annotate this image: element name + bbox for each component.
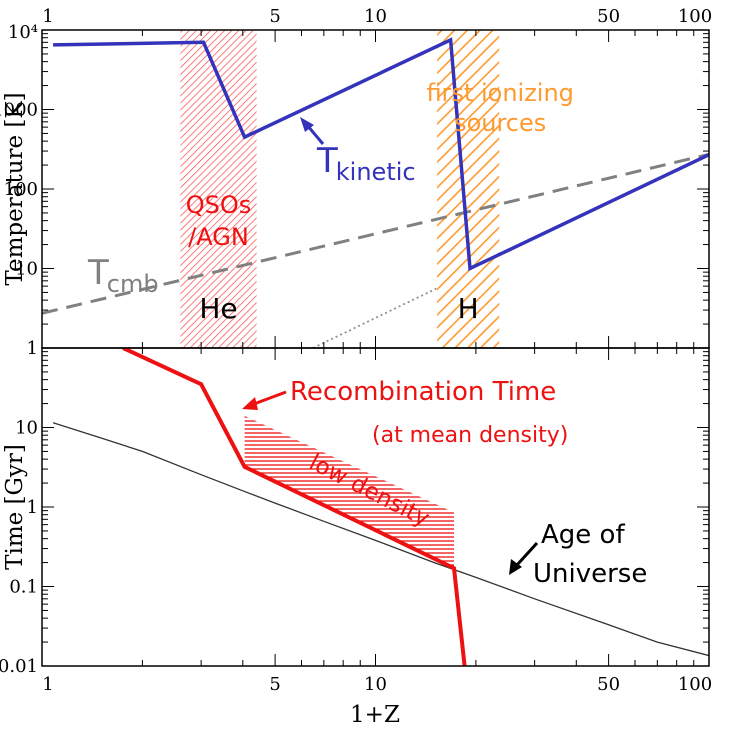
temperature-y-tick-label: 1 bbox=[27, 338, 38, 359]
top-panel-frame bbox=[41, 29, 710, 349]
time-y-tick-label: 10 bbox=[15, 418, 38, 439]
tkinetic-label: Tkinetic bbox=[316, 141, 416, 186]
sources-label: sources bbox=[454, 109, 546, 137]
top-x-tick-label: 100 bbox=[678, 6, 712, 27]
recombination-arrowhead bbox=[242, 397, 258, 410]
h-label: H bbox=[458, 292, 479, 325]
time-y-tick-labels: 0.01 0.1 1 10 bbox=[0, 418, 38, 678]
bottom-x-tick-label: 5 bbox=[269, 674, 280, 695]
time-axis-title: Time [Gyr] bbox=[2, 444, 28, 570]
dotted-series-line bbox=[312, 286, 440, 348]
tkinetic-series-line bbox=[53, 37, 709, 272]
temperature-axis-title: Temperature [K] bbox=[2, 92, 28, 285]
age-label-line2: Universe bbox=[533, 559, 647, 589]
agn-label: /AGN bbox=[188, 223, 249, 251]
bottom-x-tick-label: 50 bbox=[597, 674, 620, 695]
bottom-x-tick-labels: 1 5 10 50 100 bbox=[42, 674, 712, 695]
time-y-tick-label: 0.01 bbox=[0, 656, 38, 677]
age-arrow-shaft bbox=[515, 541, 539, 567]
top-x-tick-label: 1 bbox=[42, 6, 53, 27]
qso-label: QSOs bbox=[186, 191, 252, 219]
top-panel-ticks bbox=[41, 30, 709, 349]
age-arrowhead bbox=[509, 559, 522, 575]
temperature-y-tick-label: 10 bbox=[15, 259, 38, 280]
x-axis-title: 1+Z bbox=[350, 702, 400, 728]
age-of-universe-line bbox=[52, 422, 709, 657]
top-x-tick-label: 50 bbox=[597, 6, 620, 27]
time-y-tick-label: 1 bbox=[27, 497, 38, 518]
temperature-y-tick-label: 100 bbox=[4, 179, 38, 200]
tcmb-label: Tcmb bbox=[87, 253, 159, 298]
recombination-time-line bbox=[122, 348, 467, 666]
he-label: He bbox=[199, 292, 237, 325]
recombination-arrow-shaft bbox=[253, 390, 287, 406]
age-label-line1: Age of bbox=[541, 520, 625, 550]
first-ionizing-label: first ionizing bbox=[426, 79, 573, 107]
time-y-tick-label: 0.1 bbox=[9, 577, 38, 598]
bottom-panel-ticks bbox=[41, 348, 709, 667]
time-panel: Recombination Time (at mean density) low… bbox=[0, 347, 712, 728]
bottom-x-tick-label: 100 bbox=[678, 674, 712, 695]
recombination-title: Recombination Time bbox=[290, 377, 556, 407]
temperature-y-tick-label: 10⁴ bbox=[8, 22, 38, 43]
recombination-subtitle: (at mean density) bbox=[372, 423, 568, 448]
bottom-x-tick-label: 1 bbox=[42, 674, 53, 695]
bottom-x-tick-label: 10 bbox=[364, 674, 387, 695]
top-x-tick-label: 5 bbox=[269, 6, 280, 27]
qso-agn-band bbox=[180, 30, 257, 348]
top-x-tick-labels: 1 5 10 50 100 bbox=[42, 6, 712, 27]
low-density-region bbox=[244, 415, 454, 569]
tcmb-series-line bbox=[42, 152, 709, 315]
temperature-panel: QSOs /AGN He first ionizing sources H Tk… bbox=[0, 6, 712, 359]
top-x-tick-label: 10 bbox=[364, 6, 387, 27]
first-ionizing-band bbox=[437, 30, 500, 348]
tkinetic-arrowhead bbox=[300, 117, 314, 132]
